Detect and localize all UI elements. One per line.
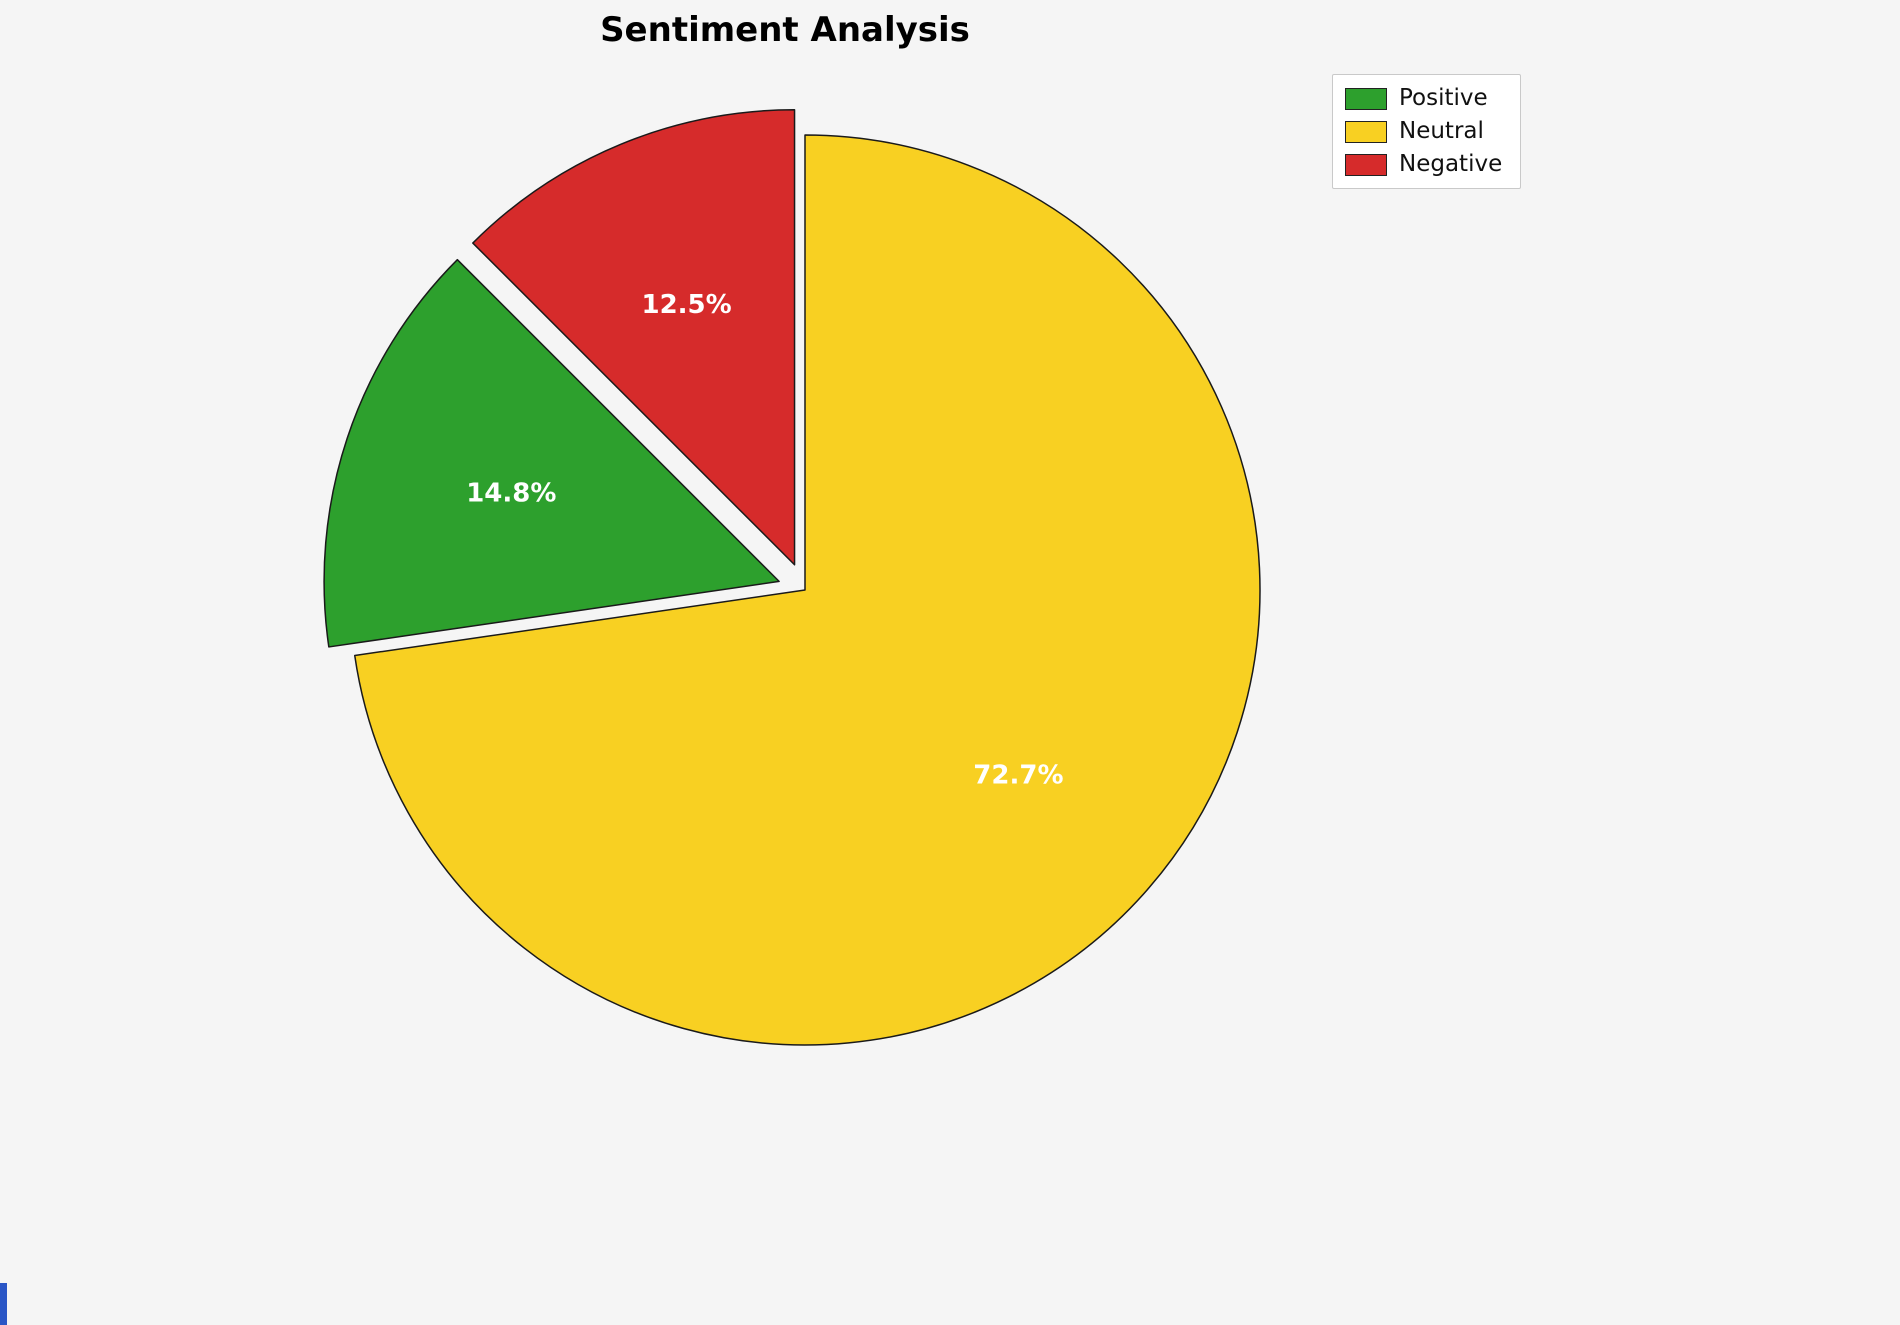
- pie-slice-positive: [323, 258, 780, 648]
- legend-swatch-negative: [1345, 153, 1387, 176]
- legend-swatch-neutral: [1345, 120, 1387, 143]
- legend-label: Positive: [1399, 85, 1488, 111]
- bottom-left-blue-mark: [0, 1283, 7, 1325]
- slice-percentage-label-positive: 14.8%: [466, 479, 556, 509]
- legend-label: Neutral: [1399, 118, 1484, 144]
- slice-percentage-label-neutral: 72.7%: [973, 761, 1063, 791]
- slice-percentage-label-negative: 12.5%: [641, 290, 731, 320]
- legend: Positive Neutral Negative: [1332, 74, 1522, 189]
- legend-item-positive: Positive: [1345, 87, 1502, 110]
- legend-label: Negative: [1399, 151, 1503, 177]
- legend-swatch-positive: [1345, 87, 1387, 110]
- chart-title: Sentiment Analysis: [600, 10, 970, 50]
- legend-item-negative: Negative: [1345, 153, 1502, 176]
- pie-slice-neutral: [353, 134, 1261, 1046]
- pie-slice-negative: [472, 109, 796, 566]
- legend-item-neutral: Neutral: [1345, 120, 1502, 143]
